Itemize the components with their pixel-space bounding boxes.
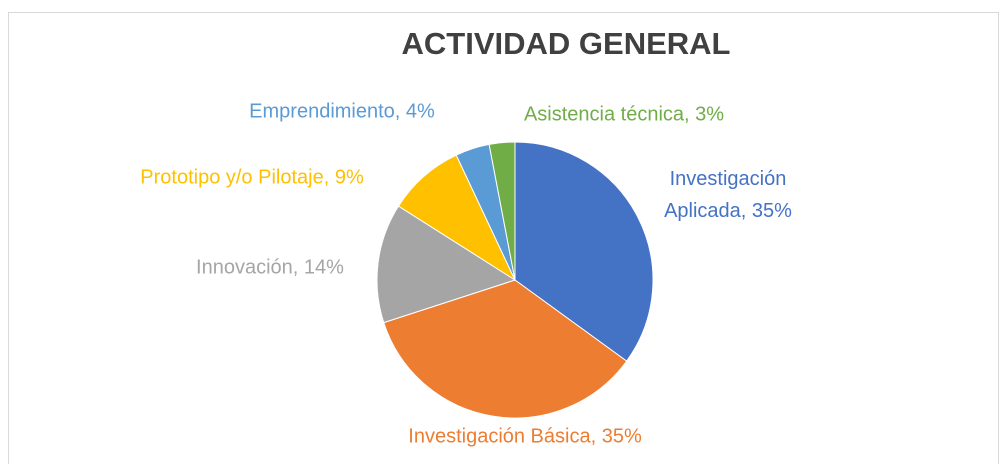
pie-slice	[376, 205, 517, 324]
data-label: Investigación Básica, 35%	[408, 425, 642, 447]
pie-slice	[383, 279, 628, 419]
data-label: Asistencia técnica, 3%	[524, 103, 724, 125]
data-label: Innovación, 14%	[196, 256, 344, 278]
data-label: Emprendimiento, 4%	[249, 100, 435, 122]
data-label: Investigación Aplicada, 35%	[664, 168, 792, 222]
data-label: Prototipo y/o Pilotaje, 9%	[140, 166, 364, 188]
chart-title: ACTIVIDAD GENERAL	[402, 26, 731, 61]
pie-slice	[514, 141, 654, 362]
pie-slice	[488, 141, 516, 281]
